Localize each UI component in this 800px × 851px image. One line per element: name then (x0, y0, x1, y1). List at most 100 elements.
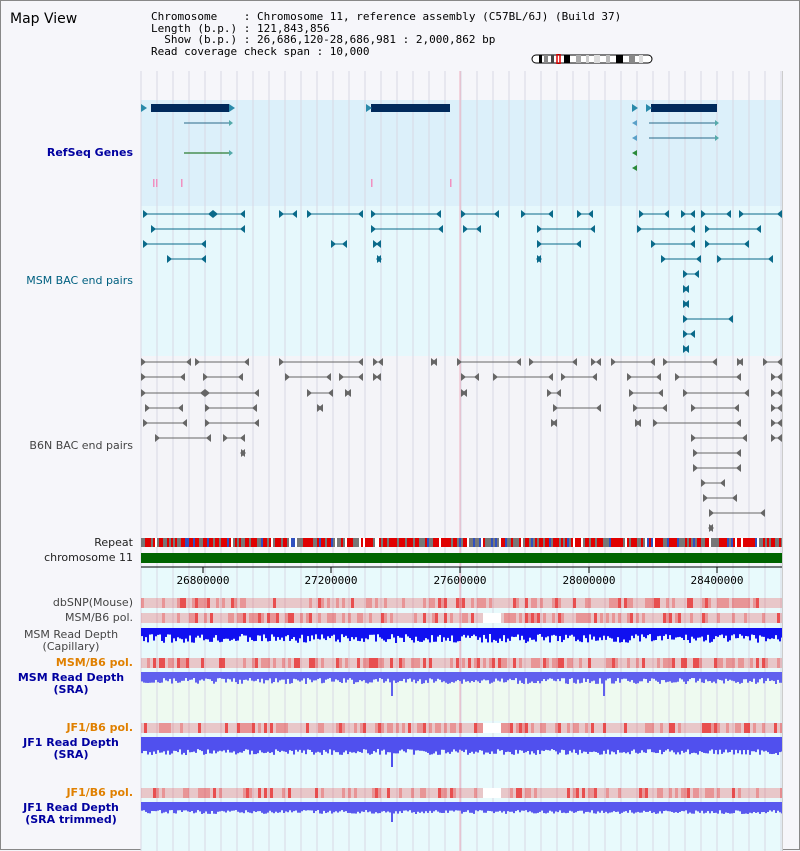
jf1-depth-sra-bar (499, 737, 501, 751)
msm-b6-pol-cell (657, 613, 660, 623)
msm-depth-sra-bar (307, 672, 309, 679)
jf1-b6-pol-cell (753, 723, 756, 733)
repeat-element (415, 538, 417, 547)
msm-b6-pol-cell (288, 613, 291, 623)
bac-end-arrow (141, 358, 146, 366)
jf1-b6-pol-cell (714, 723, 717, 733)
jf1-b6-pol-cell (447, 723, 450, 733)
jf1-depth-sra-bar (749, 737, 751, 755)
jf1-b6-pol2-cell (666, 788, 669, 798)
msm-depth-capillary-bar (205, 628, 207, 640)
msm-depth-capillary-bar (293, 628, 295, 638)
jf1-depth-trimmed-bar (559, 802, 561, 811)
repeat-element (747, 538, 749, 547)
msm-b6-pol-cell (633, 613, 636, 623)
repeat-element (589, 538, 591, 547)
jf1-depth-sra-bar (553, 737, 555, 751)
repeat-element (545, 538, 547, 547)
msm-depth-capillary-bar (233, 628, 235, 639)
msm-depth-capillary-bar (739, 628, 741, 635)
msm-depth-capillary-bar (343, 628, 345, 638)
jf1-b6-pol-cell (573, 723, 576, 733)
chromosome-ideogram[interactable] (531, 54, 653, 64)
msm-b6-pol-cell (720, 613, 723, 623)
repeat-element (609, 538, 611, 547)
dbsnp-cell (249, 598, 252, 608)
msm-b6-pol2-cell (699, 658, 702, 668)
repeat-element (633, 538, 635, 547)
msm-depth-sra-bar (361, 672, 363, 682)
jf1-depth-trimmed-bar (713, 802, 715, 813)
msm-depth-sra-bar (347, 672, 349, 680)
msm-depth-capillary-bar (579, 628, 581, 642)
jf1-b6-pol2-cell (390, 788, 393, 798)
jf1-b6-pol-cell (336, 723, 339, 733)
msm-depth-capillary-bar (655, 628, 657, 640)
repeat-element (327, 538, 329, 547)
msm-depth-sra-bar (151, 672, 153, 683)
jf1-depth-trimmed-bar (741, 802, 743, 814)
msm-depth-sra-bar (315, 672, 317, 681)
msm-b6-pol2-cell (543, 658, 546, 668)
msm-b6-pol2-cell (675, 658, 678, 668)
msm-b6-pol2-cell (162, 658, 165, 668)
jf1-depth-sra-bar (151, 737, 153, 755)
msm-depth-sra-bar (757, 672, 759, 683)
jf1-b6-pol-cell (192, 723, 195, 733)
jf1-b6-pol-cell (765, 723, 768, 733)
jf1-depth-trimmed-bar (229, 802, 231, 812)
msm-b6-pol2-cell (585, 658, 588, 668)
dbsnp-cell (456, 598, 459, 608)
msm-depth-capillary-bar (607, 628, 609, 637)
repeat-element (353, 538, 355, 547)
msm-depth-capillary-bar (403, 628, 405, 643)
bac-end-arrow (561, 373, 566, 381)
msm-depth-capillary-bar (711, 628, 713, 642)
jf1-b6-pol2-cell (234, 788, 237, 798)
msm-b6-pol2-cell (519, 658, 522, 668)
msm-depth-sra-bar (587, 672, 589, 679)
jf1-b6-pol2-cell (597, 788, 600, 798)
dbsnp-cell (192, 598, 195, 608)
msm-b6-pol-cell (618, 613, 621, 623)
msm-depth-sra-bar (743, 672, 745, 680)
jf1-b6-pol-cell (561, 723, 564, 733)
msm-depth-capillary-bar (301, 628, 303, 635)
msm-depth-sra-bar (143, 672, 145, 683)
jf1-b6-pol-cell (195, 723, 198, 733)
msm-depth-sra-bar (767, 672, 769, 679)
dbsnp-cell (378, 598, 381, 608)
msm-depth-sra-bar (323, 672, 325, 683)
msm-depth-capillary-bar (485, 628, 487, 639)
msm-b6-pol-cell (726, 613, 729, 623)
jf1-b6-pol-cell (396, 723, 399, 733)
msm-depth-capillary-bar (659, 628, 661, 636)
jf1-b6-pol-cell (576, 723, 579, 733)
repeat-element (503, 538, 505, 547)
msm-b6-pol2-cell (270, 658, 273, 668)
msm-b6-pol-cell (300, 613, 303, 623)
jf1-b6-pol-cell (228, 723, 231, 733)
jf1-b6-pol2-cell (621, 788, 624, 798)
msm-depth-capillary-bar (385, 628, 387, 642)
msm-depth-capillary-bar (591, 628, 593, 640)
msm-b6-pol-cell (627, 613, 630, 623)
msm-depth-sra-bar (501, 672, 503, 679)
jf1-b6-pol2-cell (741, 788, 744, 798)
repeat-element (167, 538, 169, 547)
jf1-depth-trimmed-bar (313, 802, 315, 814)
msm-depth-sra-bar (649, 672, 651, 682)
jf1-b6-pol-cell (162, 723, 165, 733)
dbsnp-cell (345, 598, 348, 608)
msm-depth-sra-bar (439, 672, 441, 680)
jf1-depth-sra-bar (619, 737, 621, 753)
jf1-depth-trimmed-bar (469, 802, 471, 813)
bac-end-arrow (705, 240, 710, 248)
jf1-depth-sra-bar (737, 737, 739, 754)
dbsnp-cell (159, 598, 162, 608)
dbsnp-cell (414, 598, 417, 608)
msm-depth-capillary-bar (729, 628, 731, 641)
msm-depth-capillary-bar (681, 628, 683, 638)
jf1-depth-trimmed-bar (603, 802, 605, 813)
